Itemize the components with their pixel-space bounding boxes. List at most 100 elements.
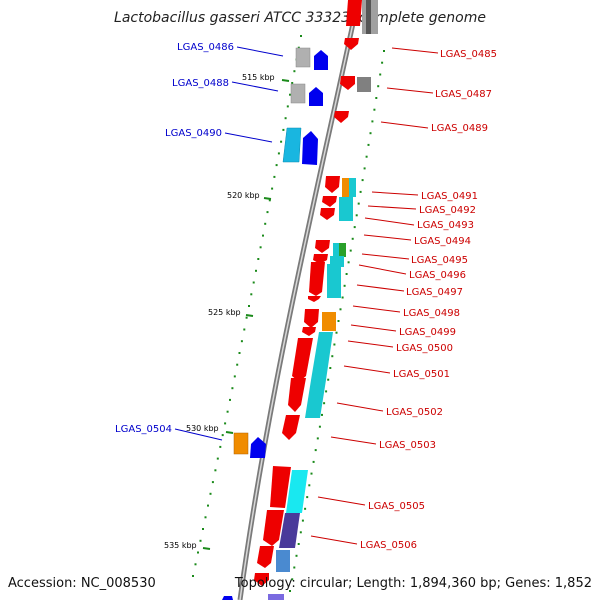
scale-tick bbox=[224, 422, 227, 425]
inner-scale-tick bbox=[369, 132, 372, 135]
scale-tick bbox=[289, 93, 291, 96]
reverse-arrow bbox=[315, 240, 330, 253]
gene-label-lgas-0489[interactable]: LGAS_0489 bbox=[431, 123, 488, 134]
gene-lgas-0500[interactable] bbox=[292, 332, 333, 382]
inner-scale-tick bbox=[355, 214, 358, 217]
inner-scale-tick bbox=[365, 155, 368, 158]
forward-arrow-partial bbox=[222, 596, 233, 600]
gene-lgas-0496[interactable] bbox=[309, 262, 341, 298]
gene-label-lgas-0504[interactable]: LGAS_0504 bbox=[115, 424, 172, 435]
inner-scale-tick bbox=[329, 367, 332, 369]
inner-scale-ticks bbox=[289, 50, 385, 592]
gene-lgas-0492[interactable] bbox=[322, 196, 353, 221]
gene-lgas-0491[interactable] bbox=[325, 176, 356, 197]
inner-scale-tick bbox=[379, 73, 382, 76]
scale-tick bbox=[209, 492, 212, 495]
gene-lgas-0495[interactable] bbox=[313, 254, 344, 267]
inner-scale-tick bbox=[299, 531, 302, 534]
scale-tick bbox=[194, 563, 197, 566]
scale-tick bbox=[280, 140, 283, 143]
gene-lgas-0485[interactable] bbox=[344, 0, 378, 50]
cog-block bbox=[322, 312, 336, 331]
scale-tick bbox=[275, 164, 278, 167]
gene-label-lgas-0487[interactable]: LGAS_0487 bbox=[435, 89, 492, 100]
inner-scale-tick bbox=[310, 472, 313, 475]
gene-lgas-0489[interactable] bbox=[334, 111, 349, 123]
gene-label-lgas-0498[interactable]: LGAS_0498 bbox=[403, 308, 460, 319]
gene-lgas-0498[interactable] bbox=[304, 309, 336, 331]
gene-lgas-0503[interactable] bbox=[282, 415, 300, 440]
gene-lgas-0504[interactable] bbox=[233, 432, 266, 458]
gene-lgas-0494[interactable] bbox=[315, 240, 346, 257]
inner-scale-tick bbox=[367, 143, 370, 146]
gene-label-lgas-0488[interactable]: LGAS_0488 bbox=[172, 78, 229, 89]
inner-scale-tick bbox=[381, 61, 384, 64]
gene-lgas-0501[interactable] bbox=[305, 380, 326, 418]
gene-label-lgas-0486[interactable]: LGAS_0486 bbox=[177, 42, 234, 53]
scale-tick bbox=[277, 152, 280, 155]
gene-label-lgas-0497[interactable]: LGAS_0497 bbox=[406, 287, 463, 298]
scale-labels: 515 kbp 520 kbp 525 kbp 530 kbp 535 kbp bbox=[164, 73, 275, 550]
gene-label-lgas-0502[interactable]: LGAS_0502 bbox=[386, 407, 443, 418]
gene-label-lgas-0495[interactable]: LGAS_0495 bbox=[411, 255, 468, 266]
gene-lgas-0502[interactable] bbox=[288, 378, 306, 412]
inner-scale-tick bbox=[361, 179, 364, 182]
gene-lgas-0488[interactable] bbox=[290, 83, 323, 106]
inner-scale-tick bbox=[327, 378, 330, 381]
scale-tick bbox=[286, 105, 289, 108]
inner-scale-tick bbox=[304, 507, 307, 510]
cog-block bbox=[276, 550, 290, 572]
cog-block bbox=[311, 332, 333, 380]
map-title: Lactobacillus gasseri ATCC 33323, comple… bbox=[114, 10, 486, 26]
reverse-arrow bbox=[304, 309, 319, 328]
gene-label-lgas-0490[interactable]: LGAS_0490 bbox=[165, 128, 222, 139]
inner-scale-tick bbox=[323, 402, 326, 405]
gene-label-lgas-0493[interactable]: LGAS_0493 bbox=[417, 220, 474, 231]
inner-scale-tick bbox=[306, 496, 309, 499]
cog-block bbox=[342, 178, 350, 197]
scale-tick bbox=[248, 305, 250, 307]
gene-lgas-0487[interactable] bbox=[340, 76, 371, 92]
gene-label-lgas-0491[interactable]: LGAS_0491 bbox=[421, 191, 478, 202]
gene-label-lgas-0494[interactable]: LGAS_0494 bbox=[414, 236, 471, 247]
gene-lgas-0499[interactable] bbox=[302, 327, 316, 336]
scale-tick bbox=[204, 516, 207, 519]
scale-tick bbox=[266, 211, 269, 214]
scale-tick bbox=[300, 35, 302, 37]
gene-lgas-0506[interactable] bbox=[263, 510, 300, 548]
scale-tick bbox=[240, 340, 243, 343]
inner-scale-tick bbox=[359, 190, 362, 193]
gene-lgas-0486[interactable] bbox=[295, 47, 328, 70]
gene-lgas-0497[interactable] bbox=[308, 296, 321, 302]
cog-block bbox=[349, 178, 356, 197]
cog-block bbox=[339, 197, 353, 221]
gene-label-lgas-0492[interactable]: LGAS_0492 bbox=[419, 205, 476, 216]
gene-label-lgas-0506[interactable]: LGAS_0506 bbox=[360, 540, 417, 551]
scale-tick bbox=[214, 469, 217, 472]
inner-scale-tick bbox=[337, 320, 340, 322]
scale-ticks bbox=[192, 35, 302, 577]
inner-scale-tick bbox=[308, 484, 311, 487]
gene-label-lgas-0500[interactable]: LGAS_0500 bbox=[396, 343, 453, 354]
gene-label-lgas-0503[interactable]: LGAS_0503 bbox=[379, 440, 436, 451]
scale-tick bbox=[291, 82, 294, 84]
scale-markers bbox=[202, 79, 290, 550]
gene-lgas-0490[interactable] bbox=[282, 127, 318, 165]
reverse-arrow bbox=[344, 38, 359, 50]
gene-lgas-0505[interactable] bbox=[270, 466, 308, 513]
scale-label-515: 515 kbp bbox=[242, 73, 275, 82]
inner-scale-tick bbox=[325, 390, 328, 393]
gene-label-lgas-0499[interactable]: LGAS_0499 bbox=[399, 327, 456, 338]
gene-label-lgas-0501[interactable]: LGAS_0501 bbox=[393, 369, 450, 380]
inner-scale-tick bbox=[312, 460, 315, 463]
scale-tick bbox=[199, 539, 202, 542]
cog-block-partial bbox=[268, 594, 284, 600]
gene-label-lgas-0496[interactable]: LGAS_0496 bbox=[409, 270, 466, 281]
forward-arrow bbox=[250, 437, 266, 458]
gene-lgas-0493[interactable] bbox=[320, 208, 335, 220]
inner-scale-tick bbox=[321, 413, 323, 416]
gene-label-lgas-0485[interactable]: LGAS_0485 bbox=[440, 49, 497, 60]
gene-label-lgas-0505[interactable]: LGAS_0505 bbox=[368, 501, 425, 512]
